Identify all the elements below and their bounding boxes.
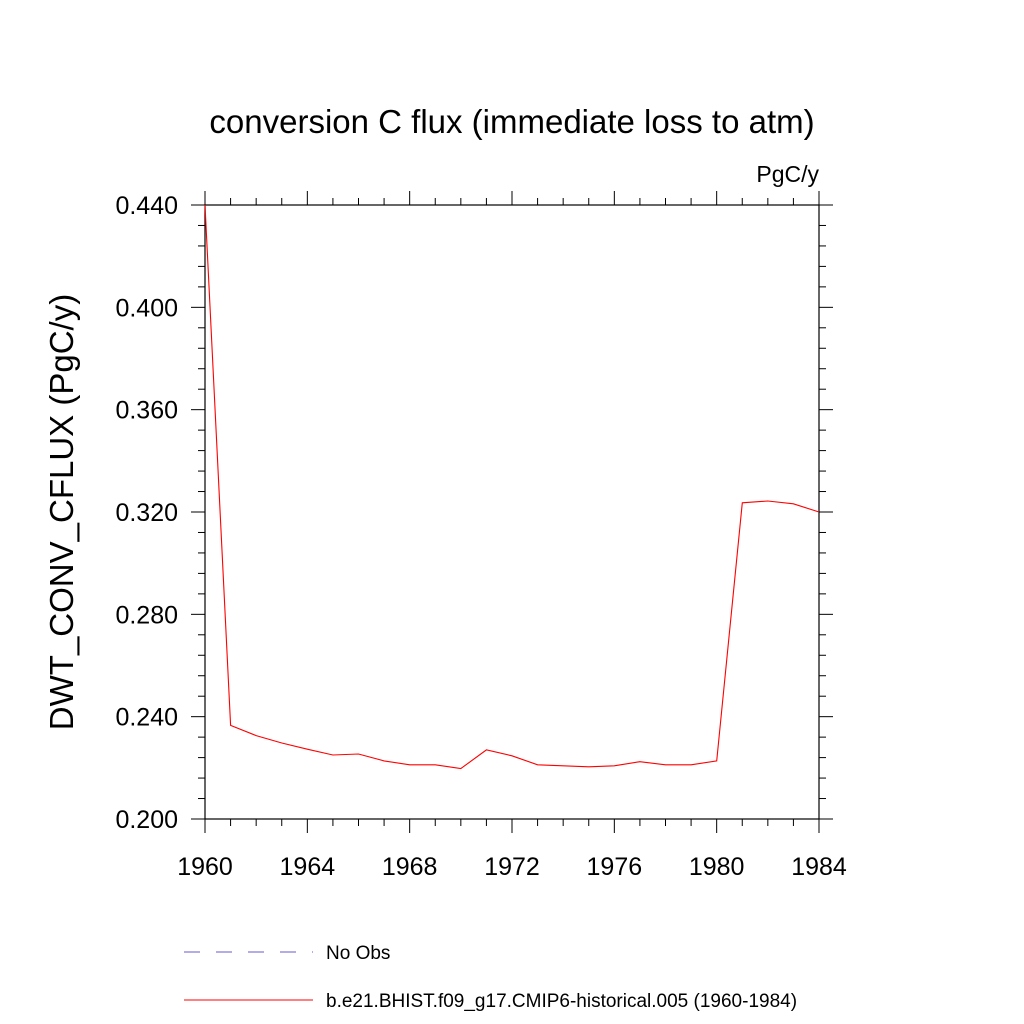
x-tick-label: 1972 [484,853,540,881]
chart-title: conversion C flux (immediate loss to atm… [209,103,814,140]
axis-tick-labels: 0.200 0.240 0.280 0.320 0.360 0.400 0.440 1960 1… [115,192,846,881]
y-tick-label: 0.440 [115,192,178,220]
y-tick-label: 0.240 [115,704,178,732]
y-tick-label: 0.400 [115,294,178,322]
x-tick-label: 1976 [587,853,643,881]
x-tick-label: 1984 [791,853,847,881]
plot-frame [204,204,820,820]
axis-ticks [191,191,833,833]
y-tick-label: 0.320 [115,499,178,527]
y-tick-label: 0.360 [115,397,178,425]
y-axis-label: DWT_CONV_CFLUX (PgC/y) [43,294,80,730]
x-tick-label: 1964 [280,853,336,881]
x-tick-label: 1980 [689,853,745,881]
series-group [204,204,820,770]
legend-label: b.e21.BHIST.f09_g17.CMIP6-historical.005… [326,991,797,1012]
legend-label: No Obs [326,943,390,964]
legend: No Obs b.e21.BHIST.f09_g17.CMIP6-historic… [184,943,797,1012]
y-tick-label: 0.280 [115,601,178,629]
x-tick-label: 1968 [382,853,438,881]
units-label: PgC/y [756,161,819,187]
y-tick-label: 0.200 [115,806,178,834]
series-line [204,204,820,770]
x-tick-label: 1960 [177,853,233,881]
